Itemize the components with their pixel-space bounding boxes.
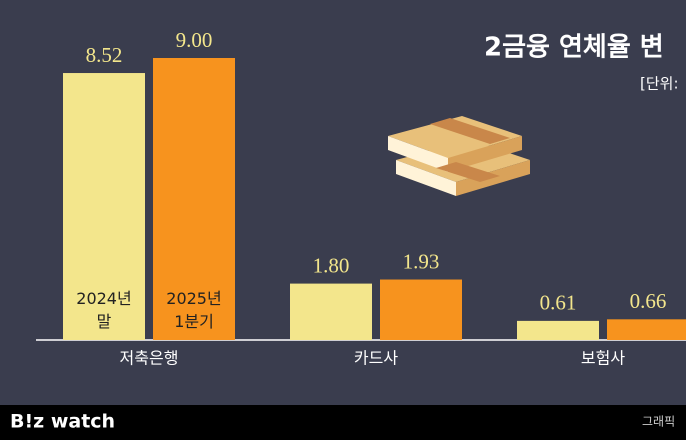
value-label: 1.93	[403, 249, 440, 273]
bar	[290, 283, 372, 340]
legend-label: 2025년 1분기	[166, 289, 222, 331]
x-tick-label: 저축은행	[120, 349, 179, 368]
value-label: 0.66	[630, 289, 667, 313]
bar	[63, 73, 145, 340]
credit: 그래픽	[642, 415, 675, 429]
footer-bar	[0, 405, 686, 440]
bar	[517, 320, 599, 340]
bar	[607, 319, 686, 340]
value-label: 1.80	[313, 253, 350, 277]
value-label: 8.52	[86, 43, 123, 67]
value-label: 0.61	[540, 291, 577, 315]
value-label: 9.00	[176, 28, 213, 52]
x-tick-label: 보험사	[581, 349, 625, 368]
money-icon	[388, 116, 530, 196]
unit-note: [단위:	[640, 75, 679, 93]
bar	[380, 279, 462, 340]
logo: B!z watch	[10, 411, 115, 433]
x-tick-label: 카드사	[354, 349, 398, 368]
chart-title: 2금융 연체율 변	[484, 33, 664, 63]
bar	[153, 58, 235, 340]
legend-label: 2024년 말	[76, 289, 132, 331]
